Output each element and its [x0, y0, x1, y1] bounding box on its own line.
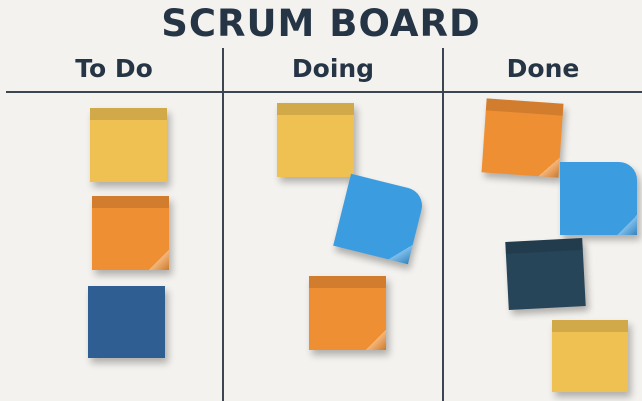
sticky-note-curl: [617, 215, 637, 235]
sticky-note-doing-1[interactable]: [277, 103, 354, 177]
header-divider: [6, 91, 642, 93]
sticky-note-band: [90, 108, 167, 120]
sticky-note-doing-2[interactable]: [333, 173, 426, 265]
sticky-note-done-1[interactable]: [481, 98, 564, 178]
sticky-note-curl: [149, 250, 169, 270]
sticky-note-band: [485, 98, 564, 116]
column-header-done: Done: [506, 54, 580, 83]
sticky-note-done-2[interactable]: [560, 162, 637, 235]
sticky-note-band: [92, 196, 169, 208]
sticky-note-curl: [388, 239, 413, 265]
column-header-todo: To Do: [75, 54, 153, 83]
sticky-note-doing-3[interactable]: [309, 276, 386, 350]
sticky-note-curl: [538, 156, 560, 178]
sticky-note-todo-2[interactable]: [92, 196, 169, 270]
sticky-note-done-4[interactable]: [552, 320, 628, 392]
sticky-note-band: [552, 320, 628, 332]
sticky-note-band: [505, 238, 583, 255]
sticky-note-done-3[interactable]: [505, 238, 586, 310]
sticky-note-curl: [366, 330, 386, 350]
sticky-note-band: [277, 103, 354, 115]
board-title: SCRUM BOARD: [161, 2, 481, 45]
column-divider-1: [222, 48, 224, 401]
sticky-note-todo-1[interactable]: [90, 108, 167, 182]
column-header-doing: Doing: [291, 54, 375, 83]
sticky-note-band: [309, 276, 386, 288]
column-divider-2: [442, 48, 444, 401]
sticky-note-todo-3[interactable]: [88, 286, 165, 358]
